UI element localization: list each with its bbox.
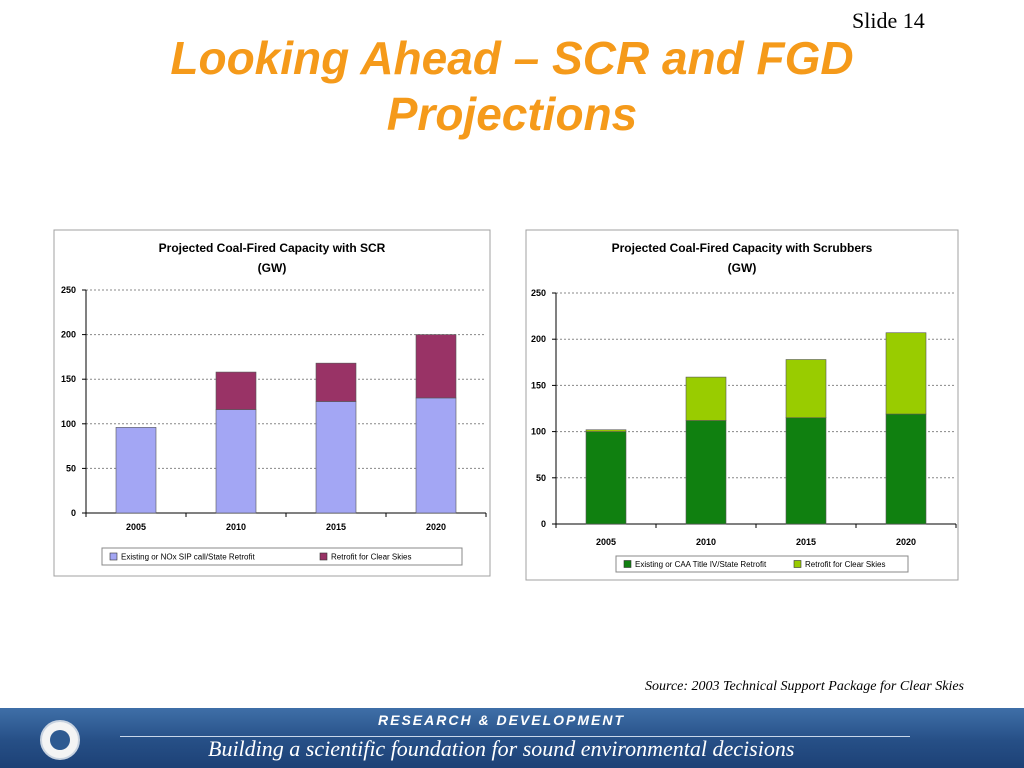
chart1-ytick-label: 100 — [61, 419, 76, 429]
chart2-bar-2020-series2 — [885, 332, 927, 415]
chart2-legend-swatch — [623, 560, 632, 568]
slide-title-line2: Projections — [386, 88, 638, 140]
chart2-bar-2015-series1 — [785, 417, 827, 525]
chart1-bar-2005-series1 — [115, 427, 157, 514]
chart2-bar-2005-series1 — [585, 431, 627, 525]
chart2-ytick-label: 200 — [531, 334, 546, 344]
chart1-title: Projected Coal-Fired Capacity with SCR — [159, 241, 386, 255]
chart2-legend-swatch — [793, 560, 802, 568]
chart1-xtick-label: 2015 — [326, 522, 346, 532]
chart2-legend-label: Existing or CAA Title IV/State Retrofit — [635, 560, 767, 569]
chart1-bar-2020-series1 — [415, 397, 457, 514]
chart1-ytick-label: 0 — [71, 508, 76, 518]
chart2-bar-2010-series2 — [685, 376, 727, 421]
chart1-legend-label: Retrofit for Clear Skies — [331, 553, 411, 562]
chart2-bar-2010-series1 — [685, 420, 727, 525]
chart2-ytick-label: 50 — [536, 473, 546, 483]
chart2-legend-label: Retrofit for Clear Skies — [805, 560, 885, 569]
chart2-title: Projected Coal-Fired Capacity with Scrub… — [612, 241, 873, 255]
chart2-ytick-label: 100 — [531, 427, 546, 437]
chart2-bar-2005-series2 — [585, 429, 627, 432]
chart2-ytick-label: 0 — [541, 519, 546, 529]
chart1-bar-2010-series1 — [215, 409, 257, 514]
footer-banner: RESEARCH & DEVELOPMENT Building a scient… — [0, 708, 1024, 768]
slide-number: Slide 14 — [852, 8, 925, 33]
chart1-xtick-label: 2010 — [226, 522, 246, 532]
slide-title: Looking Ahead – SCR and FGD Projections — [0, 30, 1024, 142]
chart2-legend — [615, 555, 909, 573]
source-note: Source: 2003 Technical Support Package f… — [645, 679, 964, 694]
chart1-ytick-label: 150 — [61, 374, 76, 384]
chart2-ytick-label: 250 — [531, 288, 546, 298]
chart1-legend-label: Existing or NOx SIP call/State Retrofit — [121, 553, 255, 562]
chart1-bar-2020-series2 — [415, 334, 457, 399]
chart1-xtick-label: 2005 — [126, 522, 146, 532]
agency-seal-icon — [40, 720, 80, 760]
chart1-bar-2015-series1 — [315, 401, 357, 514]
footer-tagline: Building a scientific foundation for sou… — [208, 736, 795, 761]
scrubber-chart-svg: Projected Coal-Fired Capacity with Scrub… — [525, 229, 959, 581]
chart1-legend-swatch — [109, 552, 118, 561]
chart2-xtick-label: 2015 — [796, 537, 816, 547]
chart1-legend-swatch — [319, 552, 328, 561]
chart2-bar-2020-series1 — [885, 413, 927, 525]
chart1-bar-2015-series2 — [315, 362, 357, 402]
scr-chart: Projected Coal-Fired Capacity with SCR (G… — [50, 226, 495, 598]
chart1-bar-2010-series2 — [215, 371, 257, 410]
chart1-subtitle: (GW) — [258, 261, 287, 275]
chart1-legend — [101, 547, 463, 566]
chart2-bar-2015-series2 — [785, 359, 827, 419]
slide-title-line1: Looking Ahead – SCR and FGD — [170, 32, 854, 84]
chart1-ytick-label: 250 — [61, 285, 76, 295]
footer-divider — [120, 736, 910, 737]
chart1-ytick-label: 50 — [66, 463, 76, 473]
chart1-xtick-label: 2020 — [426, 522, 446, 532]
chart1-ytick-label: 200 — [61, 330, 76, 340]
scr-chart-svg: Projected Coal-Fired Capacity with SCR (G… — [53, 229, 491, 577]
chart2-xtick-label: 2010 — [696, 537, 716, 547]
chart2-ytick-label: 150 — [531, 380, 546, 390]
scrubber-chart: Projected Coal-Fired Capacity with Scrub… — [520, 220, 963, 605]
chart2-subtitle: (GW) — [728, 261, 757, 275]
footer-heading: RESEARCH & DEVELOPMENT — [378, 712, 626, 728]
chart2-xtick-label: 2020 — [896, 537, 916, 547]
chart2-xtick-label: 2005 — [596, 537, 616, 547]
